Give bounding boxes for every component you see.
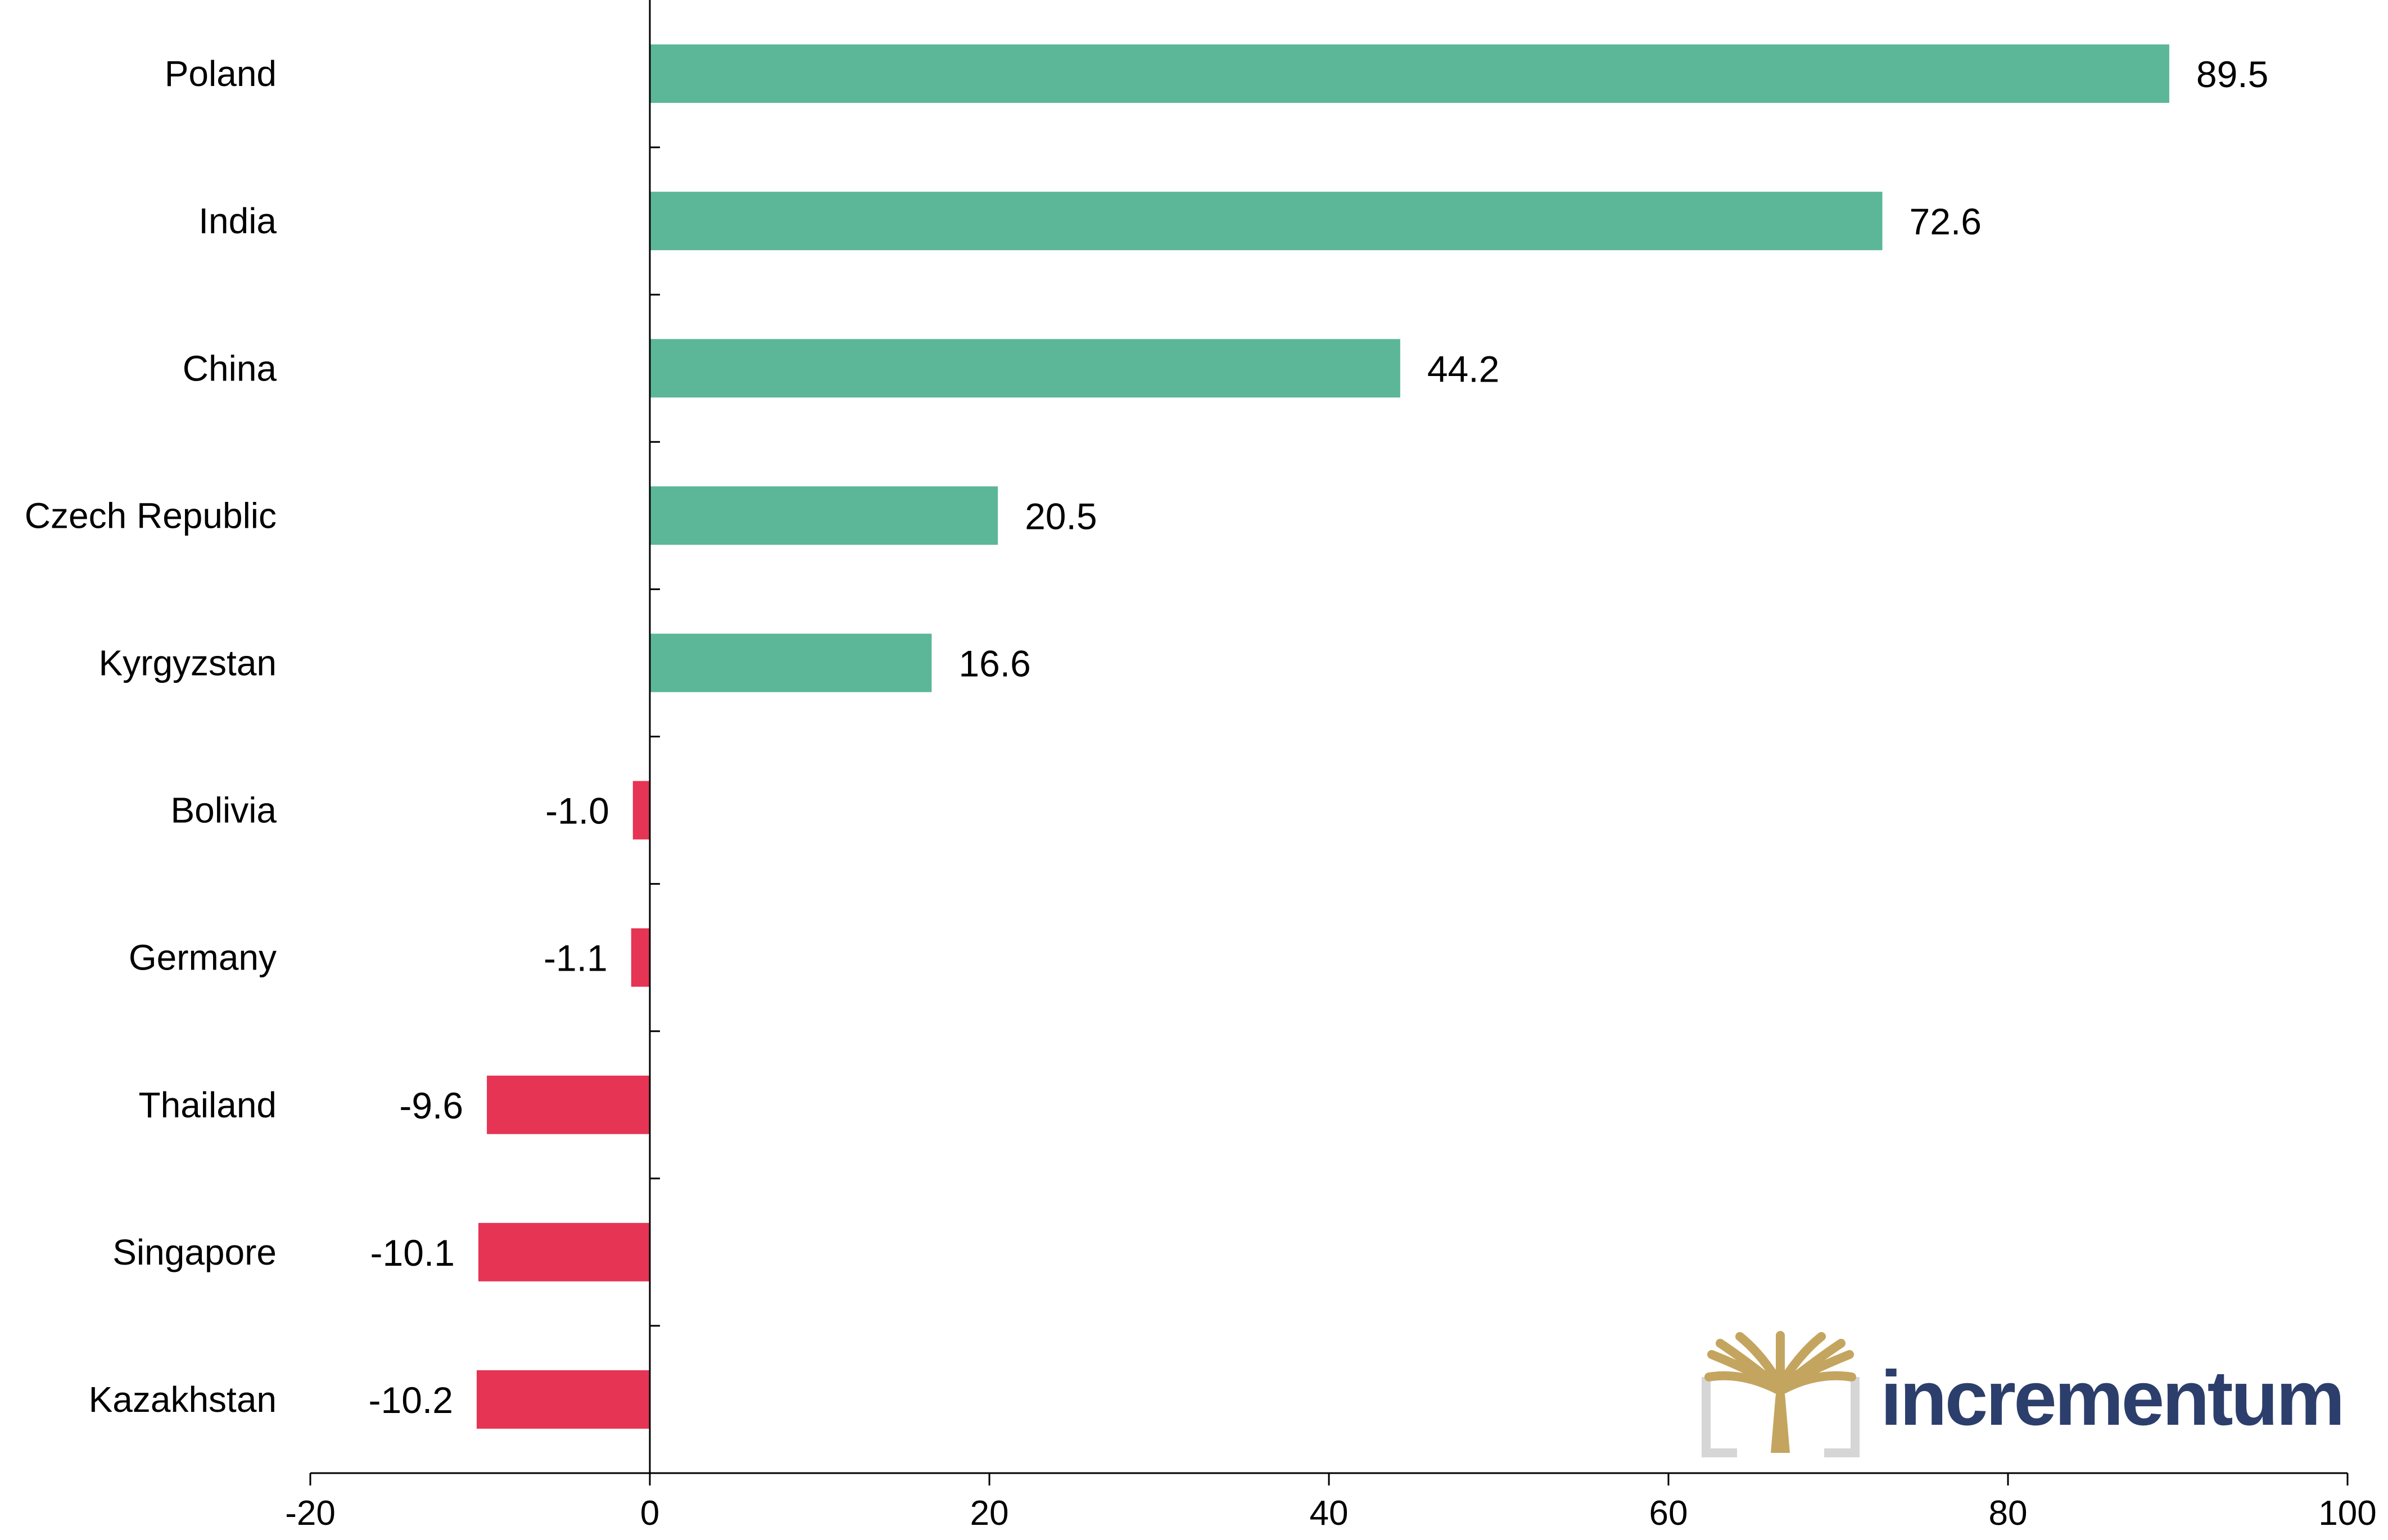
bar-china: [650, 339, 1400, 398]
category-label: Poland: [165, 53, 277, 94]
bar-singapore: [478, 1222, 650, 1281]
tree-logo-icon: [1702, 1331, 1860, 1457]
brand-name: incrementum: [1880, 1355, 2343, 1442]
data-label: 72.6: [1910, 201, 1982, 242]
bar-bolivia: [632, 781, 650, 840]
bar-czech-republic: [650, 486, 998, 545]
data-label: 44.2: [1427, 348, 1499, 389]
category-label: India: [198, 201, 277, 241]
x-tick-label: 80: [1989, 1494, 2028, 1533]
x-tick-label: 0: [640, 1494, 659, 1533]
x-tick-label: 20: [970, 1494, 1009, 1533]
x-tick-label: 60: [1649, 1494, 1688, 1533]
data-label: -9.6: [399, 1085, 463, 1126]
data-label: -1.0: [545, 790, 609, 832]
bar-thailand: [487, 1075, 650, 1134]
category-label: Singapore: [112, 1232, 277, 1272]
incrementum-logo: incrementum: [1702, 1331, 2345, 1457]
logo-frame: [1702, 1377, 1860, 1457]
data-label: 89.5: [2196, 53, 2268, 95]
data-label: -10.2: [369, 1379, 453, 1421]
category-label: Thailand: [139, 1085, 277, 1125]
category-label: Bolivia: [170, 790, 277, 831]
data-label: -1.1: [544, 937, 608, 979]
axes-layer: [309, 0, 2349, 1485]
bar-india: [650, 192, 1883, 251]
x-tick-label: -20: [285, 1494, 336, 1533]
logo-trunk: [1771, 1385, 1790, 1453]
bar-poland: [650, 44, 2169, 103]
bars-layer: [476, 44, 2169, 1429]
category-label: Czech Republic: [25, 495, 277, 536]
data-label: 16.6: [958, 642, 1030, 684]
logo-branches: [1704, 1331, 1856, 1396]
x-tick-label: 100: [2318, 1494, 2376, 1533]
category-label: Kyrgyzstan: [98, 642, 277, 683]
bar-germany: [631, 928, 650, 987]
bar-kazakhstan: [476, 1370, 650, 1429]
data-label: 20.5: [1025, 495, 1097, 537]
x-tick-label: 40: [1310, 1494, 1349, 1533]
category-label: Kazakhstan: [89, 1379, 277, 1420]
labels-layer: Poland 89.5 India 72.6 China 44.2 Czech Republ…: [25, 53, 2377, 1533]
category-label: Germany: [129, 937, 277, 978]
bar-kyrgyzstan: [650, 633, 932, 692]
category-label: China: [183, 348, 277, 388]
data-label: -10.1: [370, 1232, 455, 1274]
